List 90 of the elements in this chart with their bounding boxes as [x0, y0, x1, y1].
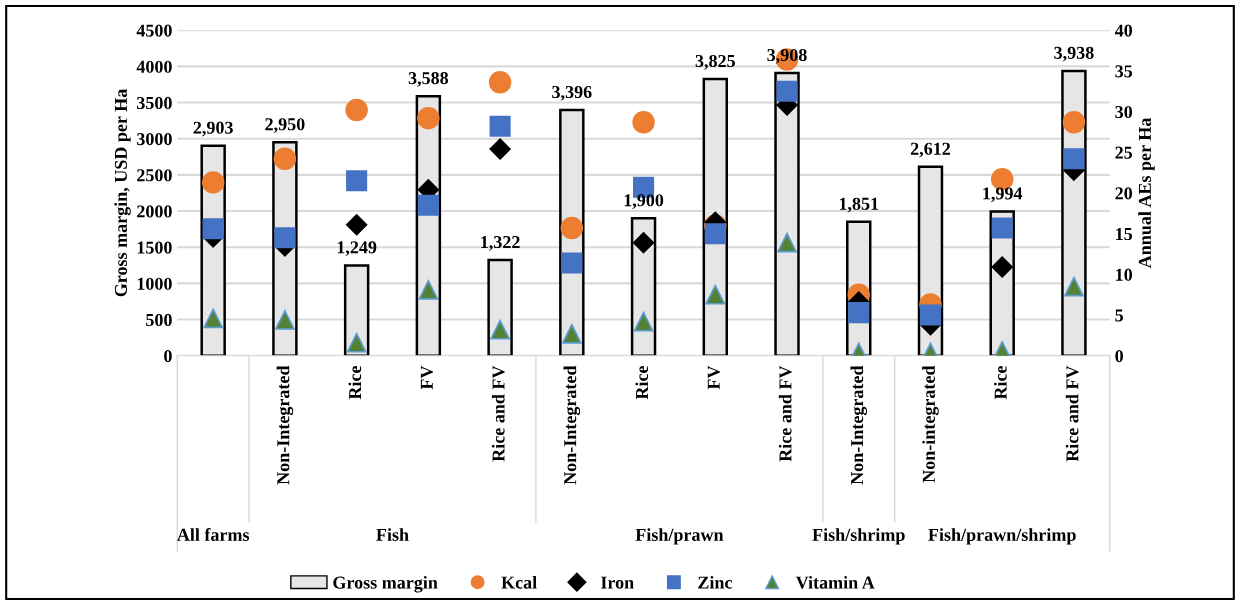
- point: [202, 218, 224, 240]
- data-label: 3,938: [1054, 46, 1094, 62]
- point: [560, 216, 584, 240]
- text: Fish: [376, 528, 409, 541]
- x-tick-label: Non-integrated: [922, 365, 939, 483]
- y-tick-label: 1000: [137, 277, 172, 290]
- point: [848, 302, 870, 324]
- point: [488, 71, 512, 94]
- y-tick-label: 2000: [137, 205, 172, 218]
- point: [1062, 110, 1086, 134]
- y-tick-label: 500: [146, 313, 172, 327]
- point: [275, 310, 295, 330]
- legend-label: Kcal: [501, 575, 537, 589]
- x-tick-label: Rice and FV: [1065, 365, 1079, 462]
- data-label: 1,900: [624, 194, 664, 209]
- text: All farms: [177, 528, 250, 541]
- y2-tick-label: 15: [1116, 228, 1133, 241]
- point: [1063, 148, 1085, 170]
- legend-label: Vitamin A: [795, 575, 875, 589]
- point: [705, 284, 726, 305]
- point: [345, 98, 368, 122]
- data-label: 2,612: [910, 142, 951, 158]
- x-tick-label: Rice and FV: [778, 365, 792, 462]
- y2-tick-label: 20: [1115, 187, 1133, 200]
- text: Fish/shrimp: [812, 528, 905, 545]
- point: [777, 232, 797, 253]
- x-tick-label: Non-Integrated: [276, 365, 294, 485]
- point: [489, 115, 511, 137]
- point: [201, 171, 225, 194]
- point: [418, 279, 439, 300]
- y-tick-label: 3000: [137, 133, 172, 146]
- x-tick-label: FV: [420, 365, 433, 390]
- y-tick-label: 3500: [137, 96, 172, 110]
- data-label: 1,994: [983, 187, 1023, 203]
- point: [561, 252, 583, 274]
- point: [632, 110, 655, 134]
- data-label: 3,588: [408, 72, 449, 87]
- y2-tick-label: 35: [1115, 65, 1133, 78]
- y-tick-label: 1500: [137, 241, 172, 254]
- point: [633, 311, 654, 332]
- point: [274, 227, 296, 249]
- x-tick-label: Rice: [348, 365, 362, 400]
- data-label: 1,322: [481, 235, 520, 251]
- data-label: 2,950: [265, 118, 305, 133]
- point: [561, 323, 582, 344]
- point: [1064, 276, 1084, 297]
- x-tick-label: Non-Integrated: [563, 365, 581, 485]
- text: Fish/prawn: [635, 528, 724, 545]
- point: [776, 80, 798, 102]
- point: [203, 308, 224, 329]
- point: [991, 256, 1013, 278]
- point: [345, 214, 368, 236]
- legend-label: Iron: [600, 576, 634, 589]
- legend-label: Zinc: [698, 575, 733, 589]
- point: [919, 304, 942, 326]
- data-label: 2,903: [193, 121, 233, 137]
- point: [273, 147, 297, 171]
- y-axis-title: Gross margin, USD per Ha: [114, 89, 131, 297]
- x-tick-label: FV: [707, 365, 720, 390]
- point: [704, 223, 726, 245]
- y2-tick-label: 30: [1115, 105, 1133, 119]
- bar: [487, 258, 513, 356]
- y-tick-label: 0: [164, 350, 172, 363]
- point: [490, 319, 510, 340]
- text: Fish/prawn/shrimp: [928, 528, 1076, 545]
- data-label: 3,825: [695, 54, 735, 70]
- point: [346, 332, 367, 353]
- legend-label: Gross margin: [333, 575, 438, 593]
- y2-tick-label: 25: [1115, 146, 1133, 159]
- y2-tick-label: 10: [1116, 268, 1133, 281]
- y-tick-label: 2500: [137, 169, 172, 182]
- point: [346, 170, 368, 192]
- y2-tick-label: 5: [1115, 309, 1124, 322]
- point: [417, 194, 439, 216]
- x-tick-label: Rice and FV: [491, 365, 505, 462]
- point: [489, 138, 511, 160]
- y-tick-label: 4500: [136, 24, 172, 37]
- x-tick-label: Rice: [994, 365, 1007, 400]
- y-tick-label: 4000: [136, 60, 172, 73]
- y2-tick-label: 0: [1115, 350, 1123, 363]
- x-tick-label: Rice: [635, 365, 649, 400]
- point: [417, 106, 440, 130]
- data-label: 1,851: [839, 197, 879, 213]
- point: [632, 231, 655, 254]
- data-label: 3,396: [552, 85, 592, 101]
- y2-axis-title: Annual AEs per Ha: [1138, 117, 1155, 269]
- y2-tick-label: 40: [1114, 24, 1133, 37]
- point: [991, 217, 1013, 239]
- x-tick-label: Non-Integrated: [850, 365, 868, 485]
- data-label: 1,249: [337, 241, 377, 257]
